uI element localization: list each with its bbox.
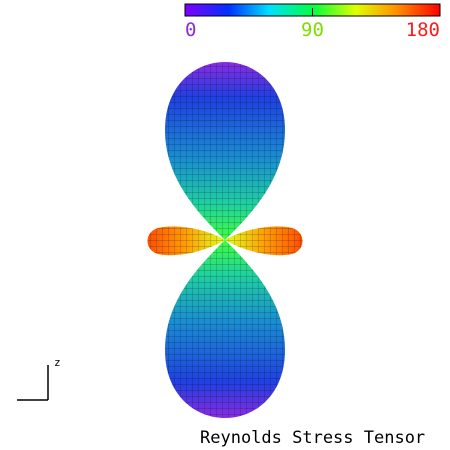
- left-lobe-mesh: [147, 226, 225, 256]
- colorbar-tick-label: 90: [301, 19, 324, 41]
- axis-label: z: [54, 356, 61, 369]
- axis-indicator: z: [17, 356, 61, 401]
- caption: Reynolds Stress Tensor: [200, 428, 425, 448]
- colorbar: 0 90 180: [184, 3, 441, 41]
- colorbar-tick-label: 0: [185, 19, 196, 41]
- stress-surface: [147, 62, 303, 418]
- right-lobe-mesh: [225, 226, 303, 256]
- colorbar-ticks: 0 90 180: [184, 8, 441, 41]
- upper-lobe-mesh: [165, 62, 285, 240]
- colorbar-tick-label: 180: [406, 19, 440, 41]
- lower-lobe-mesh: [165, 240, 285, 418]
